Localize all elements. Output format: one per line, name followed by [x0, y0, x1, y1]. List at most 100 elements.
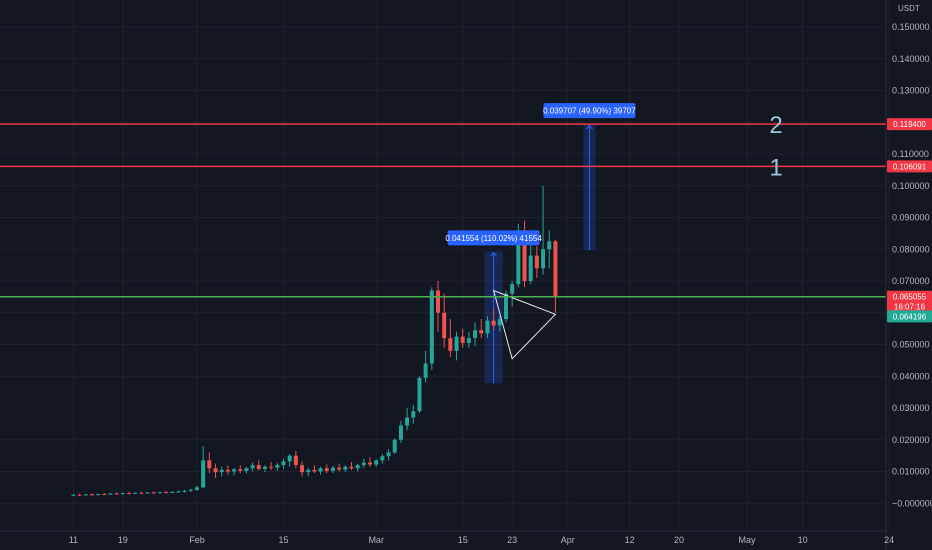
candle-body	[436, 290, 440, 313]
y-tick-label: 0.020000	[892, 435, 930, 445]
candle-body	[300, 465, 305, 473]
measure-arrow-head	[586, 124, 593, 130]
candle-body	[411, 411, 416, 418]
aux-price-tag-text: 0.064196	[893, 312, 927, 321]
candle-body	[454, 336, 459, 351]
candle-body	[503, 293, 508, 320]
candle-body	[491, 320, 496, 326]
measure-badge-text: 0.039707 (49.90%) 39707	[543, 107, 636, 116]
candle-body	[318, 468, 323, 472]
candle-body	[170, 491, 175, 493]
x-tick-label: May	[738, 535, 756, 545]
current-price-tag-text: 16:07:16	[894, 303, 926, 312]
grid	[0, 0, 890, 531]
candle-body	[343, 466, 348, 470]
candle-body	[380, 456, 385, 461]
candle-body	[96, 494, 101, 496]
candle-body	[127, 493, 131, 495]
candle-body	[250, 465, 255, 469]
candle-body	[541, 249, 546, 269]
candle-body	[145, 492, 150, 494]
candle-body	[417, 377, 422, 412]
candle-body	[77, 494, 82, 496]
y-tick-label: 0.010000	[892, 467, 930, 477]
candle-body	[386, 452, 391, 457]
candle-body	[151, 492, 156, 494]
candle-body	[83, 494, 88, 496]
y-tick-label: 0.110000	[892, 149, 929, 159]
current-price-tag-text: 0.065055	[893, 293, 927, 302]
candle-body	[361, 462, 366, 466]
candle-body	[120, 493, 125, 495]
y-tick-label: 0.130000	[892, 86, 930, 96]
x-tick-label: 24	[884, 535, 894, 545]
y-tick-label: 0.100000	[892, 181, 930, 191]
candle-body	[201, 460, 206, 488]
candle-body	[114, 493, 119, 495]
x-tick-label: 15	[458, 535, 468, 545]
y-tick-label: −0.000000	[892, 498, 932, 508]
candle-body	[281, 461, 286, 466]
candle-body	[442, 312, 447, 339]
x-tick-label: 12	[625, 535, 635, 545]
candle-body	[479, 330, 484, 334]
x-tick-label: 19	[118, 535, 128, 545]
level-price-tag	[887, 160, 932, 173]
candle-body	[324, 468, 329, 471]
x-tick-label: 23	[507, 535, 517, 545]
y-tick-label: 0.140000	[892, 54, 930, 64]
candle-body	[188, 489, 193, 491]
candle-body	[528, 255, 533, 281]
x-tick-label: 15	[278, 535, 288, 545]
candle-body	[510, 284, 515, 294]
x-tick-label: Mar	[368, 535, 384, 545]
candle-body	[213, 468, 218, 473]
candle-body	[157, 492, 162, 494]
candle-body	[287, 455, 292, 462]
candle-body	[238, 469, 243, 471]
candle-body	[337, 467, 342, 470]
x-tick-label: Apr	[561, 535, 575, 545]
candle-body	[182, 490, 187, 492]
measure-arrow-head	[490, 251, 498, 257]
candle-body	[225, 469, 230, 472]
candle-body	[423, 363, 428, 378]
candle-body	[398, 425, 403, 440]
candle-body	[485, 320, 490, 334]
candle-body	[89, 494, 94, 496]
candle-body	[139, 492, 144, 494]
candle-body	[71, 494, 76, 496]
candle-body	[355, 465, 360, 469]
candle-body	[262, 466, 267, 469]
candle-body	[368, 462, 373, 465]
y-tick-label: 0.150000	[892, 22, 930, 32]
candle-body	[102, 494, 107, 496]
x-tick-label: 20	[674, 535, 684, 545]
candle-body	[312, 469, 317, 472]
candle-body	[534, 255, 539, 269]
candle-body	[306, 469, 311, 473]
x-tick-label: Feb	[189, 535, 205, 545]
time-axis[interactable]: 1119Feb15Mar1523Apr1220May1024Jun	[69, 535, 932, 545]
level-price-tag-text: 0.119400	[893, 120, 926, 129]
measure-badge-text: 0.041554 (110.02%) 41554	[445, 234, 542, 243]
candle-body	[448, 338, 453, 351]
candle-body	[429, 290, 434, 364]
candle-body	[497, 319, 502, 326]
candle-body	[516, 230, 521, 285]
y-tick-label: 0.080000	[892, 244, 930, 254]
candle-body	[392, 439, 397, 453]
candle-body	[176, 491, 181, 493]
level-label: 2	[769, 112, 782, 139]
level-label: 1	[769, 154, 782, 181]
aux-price-tag	[887, 310, 932, 323]
measure-badge	[543, 103, 636, 119]
candle-body	[207, 460, 212, 469]
candle-body	[133, 492, 138, 494]
candle-body	[232, 469, 237, 472]
x-tick-label: 11	[69, 535, 78, 545]
measure-badge	[447, 230, 540, 246]
candle-body	[466, 338, 471, 343]
